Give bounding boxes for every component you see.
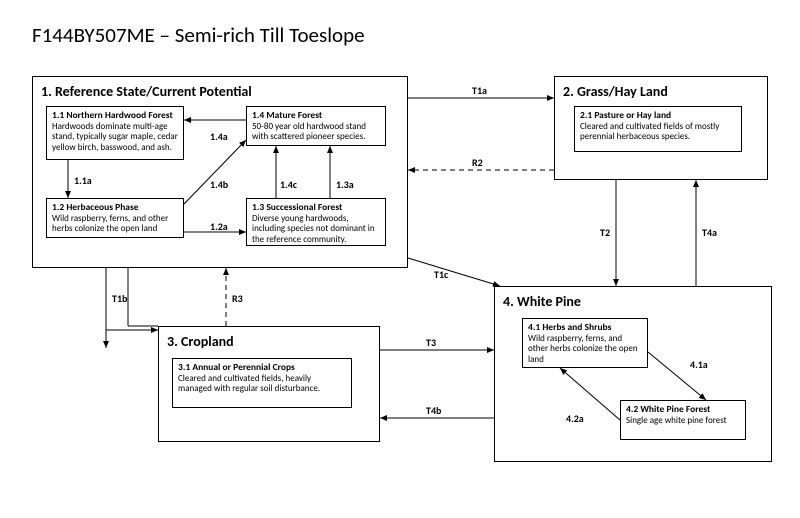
phase-1-1-body: Hardwoods dominate multi-age stand, typi… — [52, 122, 178, 153]
phase-4-2: 4.2 White Pine Forest Single age white p… — [620, 400, 746, 440]
phase-1-2: 1.2 Herbaceous Phase Wild raspberry, fer… — [46, 198, 184, 238]
phase-1-3-body: Diverse young hardwoods, including speci… — [252, 214, 380, 245]
edge-T1c: T1c — [434, 268, 448, 281]
state-3-title: 3. Cropland — [167, 333, 234, 350]
phase-1-1-title: 1.1 Northern Hardwood Forest — [52, 110, 178, 121]
phase-3-1-title: 3.1 Annual or Perennial Crops — [178, 362, 346, 373]
phase-3-1: 3.1 Annual or Perennial Crops Cleared an… — [172, 358, 352, 408]
phase-3-1-body: Cleared and cultivated fields, heavily m… — [178, 374, 346, 395]
phase-1-4-title: 1.4 Mature Forest — [252, 110, 380, 121]
state-1-title: 1. Reference State/Current Potential — [41, 83, 252, 100]
edge-4-1a: 4.1a — [690, 358, 708, 371]
phase-4-1-body: Wild raspberry, ferns, and other herbs c… — [528, 334, 642, 365]
state-4-title: 4. White Pine — [503, 293, 581, 310]
page-title: F144BY507ME – Semi-rich Till Toeslope — [32, 22, 365, 48]
edge-R3: R3 — [232, 292, 243, 305]
edge-4-2a: 4.2a — [566, 412, 584, 425]
phase-4-1: 4.1 Herbs and Shrubs Wild raspberry, fer… — [522, 318, 648, 368]
edge-T1a: T1a — [472, 84, 487, 97]
phase-2-1-body: Cleared and cultivated fields of mostly … — [580, 122, 736, 143]
phase-1-3-title: 1.3 Successional Forest — [252, 202, 380, 213]
state-2-title: 2. Grass/Hay Land — [563, 83, 668, 100]
phase-1-4-body: 50-80 year old hardwood stand with scatt… — [252, 122, 380, 143]
phase-1-4: 1.4 Mature Forest 50-80 year old hardwoo… — [246, 106, 386, 146]
edge-1-4a: 1.4a — [210, 130, 228, 143]
phase-4-2-body: Single age white pine forest — [626, 416, 740, 426]
edge-T4b: T4b — [426, 404, 441, 417]
phase-2-1: 2.1 Pasture or Hay land Cleared and cult… — [574, 106, 742, 152]
edge-T1b: T1b — [112, 292, 127, 305]
edge-T3: T3 — [426, 336, 436, 349]
edge-1-4b: 1.4b — [210, 178, 228, 191]
edge-1-1a: 1.1a — [74, 174, 92, 187]
phase-1-3: 1.3 Successional Forest Diverse young ha… — [246, 198, 386, 246]
edge-R2: R2 — [472, 156, 483, 169]
phase-1-1: 1.1 Northern Hardwood Forest Hardwoods d… — [46, 106, 184, 160]
phase-4-2-title: 4.2 White Pine Forest — [626, 404, 740, 415]
phase-2-1-title: 2.1 Pasture or Hay land — [580, 110, 736, 121]
phase-1-2-body: Wild raspberry, ferns, and other herbs c… — [52, 214, 178, 235]
phase-1-2-title: 1.2 Herbaceous Phase — [52, 202, 178, 213]
edge-1-4c: 1.4c — [280, 178, 297, 191]
edge-1-2a: 1.2a — [210, 220, 228, 233]
edge-T4a: T4a — [702, 226, 717, 239]
edge-T2: T2 — [600, 226, 610, 239]
phase-4-1-title: 4.1 Herbs and Shrubs — [528, 322, 642, 333]
edge-1-3a: 1.3a — [336, 178, 354, 191]
